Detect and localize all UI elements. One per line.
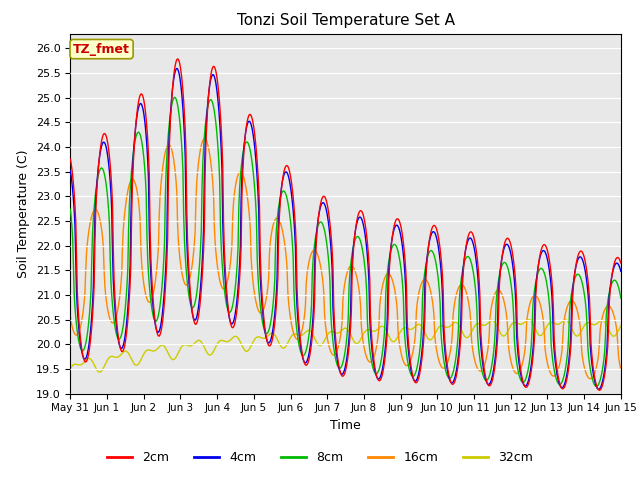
16cm — [413, 300, 421, 306]
16cm — [219, 286, 227, 291]
32cm — [67, 366, 74, 372]
4cm — [77, 339, 84, 345]
Line: 8cm: 8cm — [70, 97, 621, 386]
16cm — [67, 314, 74, 320]
4cm — [190, 316, 198, 322]
2cm — [413, 379, 421, 385]
2cm — [617, 260, 625, 266]
2cm — [596, 387, 604, 393]
8cm — [171, 95, 179, 100]
32cm — [77, 362, 84, 368]
8cm — [617, 295, 625, 301]
Text: TZ_fmet: TZ_fmet — [73, 43, 130, 56]
2cm — [133, 110, 141, 116]
4cm — [617, 268, 625, 274]
4cm — [133, 113, 141, 119]
8cm — [190, 304, 198, 310]
2cm — [173, 56, 181, 62]
2cm — [219, 163, 227, 169]
8cm — [413, 364, 421, 370]
Line: 16cm: 16cm — [70, 139, 621, 379]
Line: 4cm: 4cm — [70, 69, 621, 389]
16cm — [77, 324, 84, 330]
16cm — [189, 256, 196, 262]
2cm — [190, 317, 198, 323]
8cm — [77, 345, 84, 350]
4cm — [595, 386, 602, 392]
16cm — [133, 188, 141, 194]
4cm — [219, 219, 227, 225]
16cm — [617, 366, 625, 372]
16cm — [586, 376, 594, 382]
32cm — [413, 322, 421, 328]
4cm — [173, 66, 180, 72]
8cm — [429, 250, 437, 256]
32cm — [134, 362, 141, 368]
32cm — [219, 337, 227, 343]
4cm — [429, 229, 437, 235]
16cm — [200, 136, 208, 142]
2cm — [429, 223, 437, 229]
Title: Tonzi Soil Temperature Set A: Tonzi Soil Temperature Set A — [237, 13, 454, 28]
X-axis label: Time: Time — [330, 419, 361, 432]
4cm — [413, 376, 421, 382]
8cm — [67, 206, 74, 212]
4cm — [67, 168, 74, 174]
Line: 2cm: 2cm — [70, 59, 621, 390]
Y-axis label: Soil Temperature (C): Soil Temperature (C) — [17, 149, 30, 278]
32cm — [190, 341, 198, 347]
32cm — [525, 317, 532, 323]
2cm — [77, 335, 84, 340]
32cm — [429, 334, 437, 340]
Line: 32cm: 32cm — [70, 320, 621, 372]
32cm — [95, 369, 103, 375]
32cm — [617, 323, 625, 329]
8cm — [593, 384, 600, 389]
8cm — [219, 269, 227, 275]
16cm — [429, 304, 437, 310]
Legend: 2cm, 4cm, 8cm, 16cm, 32cm: 2cm, 4cm, 8cm, 16cm, 32cm — [102, 446, 538, 469]
8cm — [133, 131, 141, 136]
2cm — [67, 156, 74, 162]
